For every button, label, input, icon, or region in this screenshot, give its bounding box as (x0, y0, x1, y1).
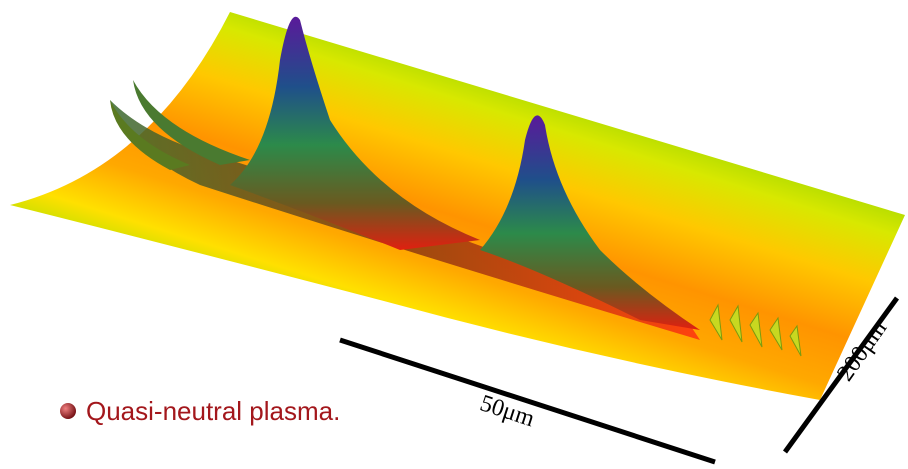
surface-plot (10, 12, 905, 400)
scale-bar (782, 296, 900, 454)
ridge (110, 100, 190, 170)
surface (10, 12, 905, 400)
ridge (133, 80, 250, 165)
peak (230, 16, 480, 250)
bullet-text: Quasi-neutral plasma. (86, 396, 340, 426)
scale-bar (339, 337, 716, 465)
peak (480, 115, 700, 330)
bullet-marker (60, 403, 76, 419)
oscillations (709, 303, 802, 357)
scale-label: 50μm (477, 390, 538, 432)
